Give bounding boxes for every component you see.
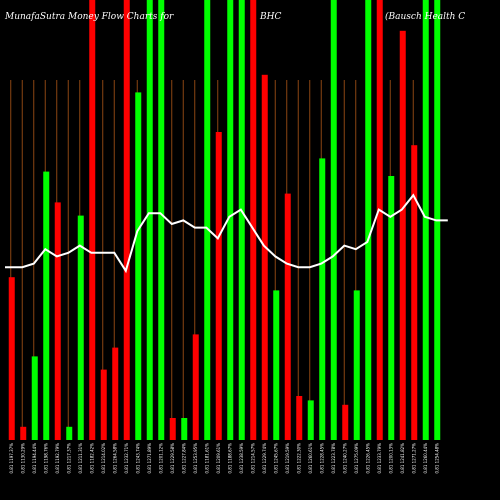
bar	[376, 0, 383, 440]
grid-lines	[10, 80, 437, 440]
tick-label: 0.81 1227.84%	[181, 443, 186, 474]
tick-label: 0.81 1194.44%	[32, 443, 37, 474]
tick-label: 0.81 1260.61%	[308, 443, 313, 474]
tick-label: 0.81 1192.79%	[55, 443, 60, 474]
bar	[411, 145, 418, 440]
bar	[89, 0, 96, 440]
tick-label: 0.81 1228.45%	[319, 443, 324, 474]
bar	[43, 171, 50, 440]
bar	[399, 30, 406, 441]
tick-label: 0.81 1197.37%	[9, 443, 14, 474]
bar	[66, 426, 73, 440]
tick-label: 0.81 1214.02%	[101, 443, 106, 474]
bar	[342, 404, 349, 440]
bar	[238, 0, 245, 440]
money-flow-line	[5, 193, 448, 274]
tick-label: 0.81 1238.59%	[239, 443, 244, 474]
bar	[353, 290, 360, 440]
bar	[215, 132, 222, 440]
bar	[227, 0, 234, 440]
bar	[77, 215, 84, 440]
bar	[261, 74, 268, 441]
bar	[319, 158, 326, 440]
tick-label: 0.81 1241.82%	[400, 443, 405, 474]
bar	[100, 369, 107, 440]
tick-label: 0.81 1200.13%	[388, 443, 393, 474]
chart-header-company: (Bausch Health C	[385, 12, 466, 22]
tick-label: 0.81 1226.45%	[365, 443, 370, 474]
bar	[20, 426, 27, 440]
bar	[250, 0, 257, 440]
tick-label: 0.81 1232.71%	[124, 443, 129, 474]
bar	[54, 202, 61, 440]
tick-label: 0.81 1271.27%	[411, 443, 416, 474]
tick-label: 0.81 1254.48%	[434, 443, 439, 474]
bar	[8, 277, 15, 440]
tick-label: 0.81 1233.79%	[377, 443, 382, 474]
tick-label: 0.81 1209.61%	[216, 443, 221, 474]
tick-label: 0.81 1240.27%	[342, 443, 347, 474]
tick-label: 0.81 1243.74%	[135, 443, 140, 474]
tick-label: 0.81 1271.89%	[147, 443, 152, 474]
bar	[330, 0, 337, 440]
tick-label: 0.81 1198.76%	[43, 443, 48, 474]
tick-label: 0.81 1219.59%	[285, 443, 290, 474]
tick-label: 0.81 1245.67%	[273, 443, 278, 474]
bar	[181, 418, 188, 440]
tick-label: 0.81 1214.57%	[250, 443, 255, 474]
bar	[112, 347, 119, 440]
tick-label: 0.81 1229.74%	[262, 443, 267, 474]
tick-label: 0.81 1130.29%	[20, 443, 25, 474]
tick-label: 0.81 1188.67%	[227, 443, 232, 474]
bar	[273, 290, 280, 440]
tick-label: 0.81 1222.30%	[296, 443, 301, 474]
bar	[284, 193, 291, 440]
tick-label: 0.81 1229.58%	[170, 443, 175, 474]
tick-label: 0.81 1211.31%	[78, 443, 83, 474]
bar	[158, 0, 165, 440]
tick-label: 0.81 1264.58%	[112, 443, 117, 474]
bar	[146, 0, 153, 440]
bar	[169, 418, 176, 440]
tick-label: 0.81 1223.78%	[331, 443, 336, 474]
bar	[135, 92, 142, 441]
tick-label: 0.81 1260.44%	[423, 443, 428, 474]
tick-label: 0.81 1182.42%	[89, 443, 94, 474]
bar	[307, 400, 314, 440]
tick-label: 0.81 1201.12%	[158, 443, 163, 474]
bar	[365, 0, 372, 440]
bar	[296, 396, 303, 440]
bar	[388, 176, 395, 440]
bar	[31, 356, 38, 440]
tick-labels: 0.81 1197.37% 0.81 1130.29% 0.81 1194.44% 0…	[9, 443, 440, 474]
chart-header-symbol: BHC	[260, 12, 282, 22]
bar	[422, 0, 429, 440]
tick-label: 0.81 1217.37%	[66, 443, 71, 474]
chart-header-left: MunafaSutra Money Flow Charts for	[5, 12, 174, 22]
tick-label: 0.81 1181.61%	[204, 443, 209, 474]
tick-label: 0.81 1275.09%	[354, 443, 359, 474]
bar	[192, 334, 199, 440]
tick-label: 0.81 1253.95%	[193, 443, 198, 474]
bar	[123, 0, 130, 440]
bar	[204, 0, 211, 440]
